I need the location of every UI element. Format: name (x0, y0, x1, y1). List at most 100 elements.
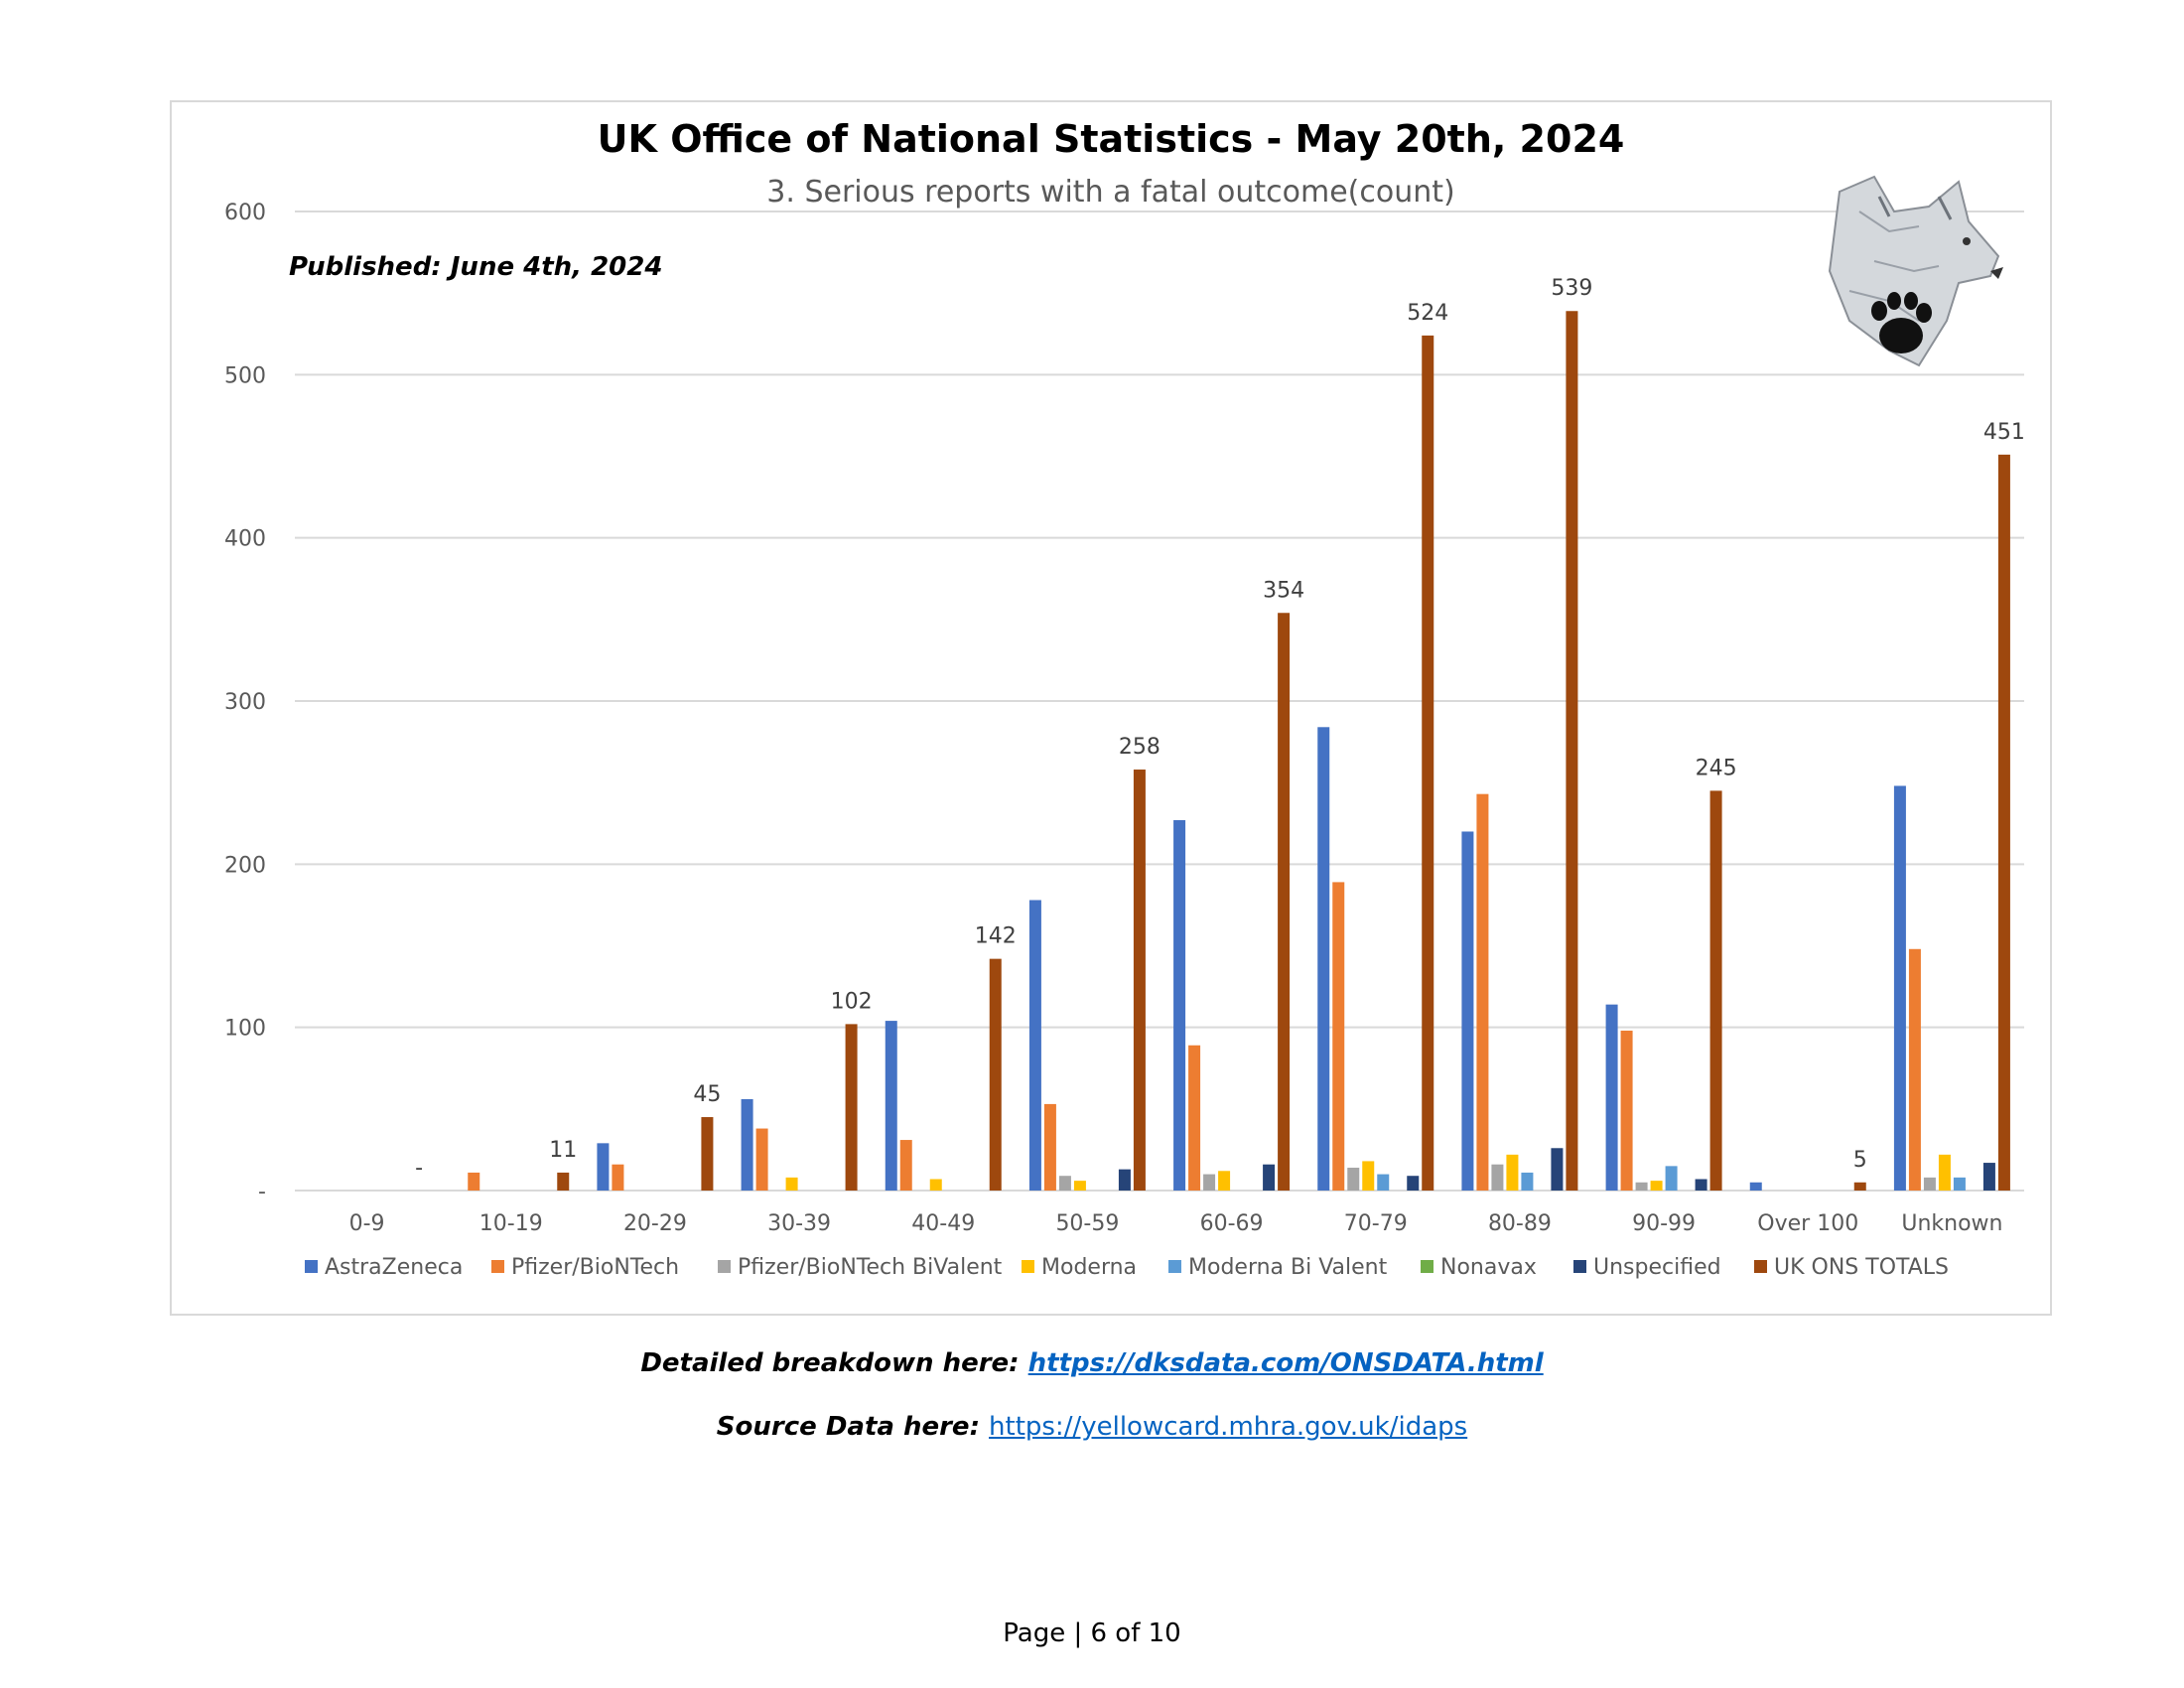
data-label: 354 (1263, 578, 1304, 603)
legend-swatch (1022, 1260, 1034, 1273)
bar-uk-ons-totals (845, 1024, 858, 1191)
bar-uk-ons-totals (1278, 613, 1291, 1191)
bar-moderna (1938, 1154, 1951, 1191)
legend-label: UK ONS TOTALS (1774, 1255, 1949, 1280)
data-label: 245 (1696, 756, 1737, 780)
bar-uk-ons-totals (1853, 1182, 1866, 1191)
data-label: - (415, 1156, 423, 1181)
legend-swatch (1754, 1260, 1767, 1273)
legend-label: Nonavax (1440, 1255, 1537, 1280)
bar-uk-ons-totals (1133, 770, 1146, 1191)
published-annotation: Published: June 4th, 2024 (289, 252, 662, 282)
bar-astrazeneca (885, 1021, 897, 1191)
y-tick-label: 500 (224, 363, 266, 388)
bar-pfizer-biontech-bivalent (1923, 1177, 1936, 1191)
bar-moderna-bi-valent (1377, 1174, 1390, 1191)
legend-swatch (718, 1260, 731, 1273)
bar-unspecified (1118, 1169, 1131, 1191)
legend-label: Pfizer/BioNTech (511, 1255, 679, 1280)
x-tick-label: 30-39 (767, 1211, 831, 1236)
data-label: 45 (693, 1082, 721, 1107)
source-data-link[interactable]: https://yellowcard.mhra.gov.uk/idaps (989, 1412, 1468, 1442)
legend-swatch (491, 1260, 504, 1273)
legend-swatch (1573, 1260, 1586, 1273)
x-tick-label: 40-49 (911, 1211, 975, 1236)
data-label: 142 (975, 924, 1017, 949)
legend-label: Pfizer/BioNTech BiValent (738, 1255, 1003, 1280)
bar-pfizer-biontech (468, 1172, 480, 1191)
bar-pfizer-biontech (1332, 882, 1345, 1191)
bar-pfizer-biontech-bivalent (1491, 1164, 1504, 1191)
x-tick-label: 70-79 (1344, 1211, 1408, 1236)
y-tick-label: 100 (224, 1017, 266, 1042)
bar-astrazeneca (1893, 785, 1906, 1191)
bar-astrazeneca (741, 1098, 753, 1191)
bar-uk-ons-totals (1709, 790, 1722, 1191)
bar-chart: UK Office of National Statistics - May 2… (224, 117, 2025, 1280)
bar-pfizer-biontech-bivalent (1203, 1174, 1216, 1191)
bar-pfizer-biontech (755, 1128, 768, 1191)
bar-astrazeneca (1028, 900, 1041, 1191)
bar-moderna-bi-valent (1953, 1177, 1966, 1191)
y-tick-label: 300 (224, 690, 266, 715)
bar-moderna (929, 1179, 942, 1191)
bar-moderna (1362, 1161, 1375, 1191)
bar-pfizer-biontech (1043, 1103, 1056, 1191)
bar-pfizer-biontech (1476, 793, 1489, 1191)
data-label: 102 (831, 989, 873, 1014)
x-tick-label: 60-69 (1200, 1211, 1264, 1236)
bar-moderna (1073, 1181, 1086, 1191)
bar-unspecified (1551, 1148, 1564, 1191)
legend-label: Unspecified (1593, 1255, 1721, 1280)
data-label: 524 (1407, 301, 1448, 326)
x-tick-label: 80-89 (1488, 1211, 1552, 1236)
bar-astrazeneca (1317, 727, 1330, 1191)
y-tick-label: 200 (224, 853, 266, 878)
bar-unspecified (1695, 1179, 1707, 1191)
bar-moderna (1506, 1154, 1519, 1191)
bar-pfizer-biontech (612, 1164, 624, 1191)
bar-moderna-bi-valent (1665, 1166, 1678, 1191)
y-tick-label: 600 (224, 201, 266, 225)
bar-pfizer-biontech (899, 1140, 912, 1191)
bar-pfizer-biontech (1188, 1045, 1201, 1191)
x-tick-label: Unknown (1901, 1211, 2002, 1236)
bar-astrazeneca (1173, 819, 1186, 1191)
chart-frame: UK Office of National Statistics - May 2… (170, 100, 2052, 1316)
x-tick-label: 20-29 (623, 1211, 687, 1236)
bar-moderna-bi-valent (1521, 1172, 1534, 1191)
data-label: 258 (1119, 735, 1160, 760)
bar-uk-ons-totals (989, 958, 1002, 1191)
bar-pfizer-biontech (1620, 1030, 1633, 1191)
page-number: Page | 6 of 10 (1003, 1618, 1181, 1648)
data-label: 11 (549, 1138, 577, 1163)
x-tick-label: Over 100 (1757, 1211, 1858, 1236)
x-tick-label: 90-99 (1632, 1211, 1696, 1236)
legend-swatch (305, 1260, 318, 1273)
legend-label: Moderna Bi Valent (1188, 1255, 1388, 1280)
bar-uk-ons-totals (1422, 335, 1434, 1191)
detailed-breakdown-link[interactable]: https://dksdata.com/ONSDATA.html (1027, 1348, 1544, 1378)
wolf-logo (1828, 175, 2003, 367)
legend-swatch (1421, 1260, 1433, 1273)
source-data-label: Source Data here: (716, 1412, 990, 1442)
legend-label: Moderna (1041, 1255, 1137, 1280)
x-tick-label: 50-59 (1055, 1211, 1119, 1236)
bar-moderna (1218, 1171, 1231, 1191)
bar-uk-ons-totals (557, 1172, 570, 1191)
bar-unspecified (1263, 1164, 1276, 1191)
bar-astrazeneca (597, 1143, 610, 1191)
data-label: 5 (1853, 1148, 1867, 1173)
y-tick-label: - (258, 1180, 266, 1204)
bar-uk-ons-totals (1566, 311, 1578, 1191)
y-tick-label: 400 (224, 527, 266, 552)
bar-astrazeneca (1749, 1182, 1762, 1191)
x-tick-label: 0-9 (349, 1211, 385, 1236)
bar-pfizer-biontech-bivalent (1058, 1176, 1071, 1191)
chart-title: UK Office of National Statistics - May 2… (598, 117, 1625, 161)
legend-label: AstraZeneca (325, 1255, 463, 1280)
bar-astrazeneca (1605, 1004, 1618, 1191)
legend-swatch (1168, 1260, 1181, 1273)
data-label: 451 (1983, 420, 2025, 445)
bar-pfizer-biontech-bivalent (1635, 1182, 1648, 1191)
